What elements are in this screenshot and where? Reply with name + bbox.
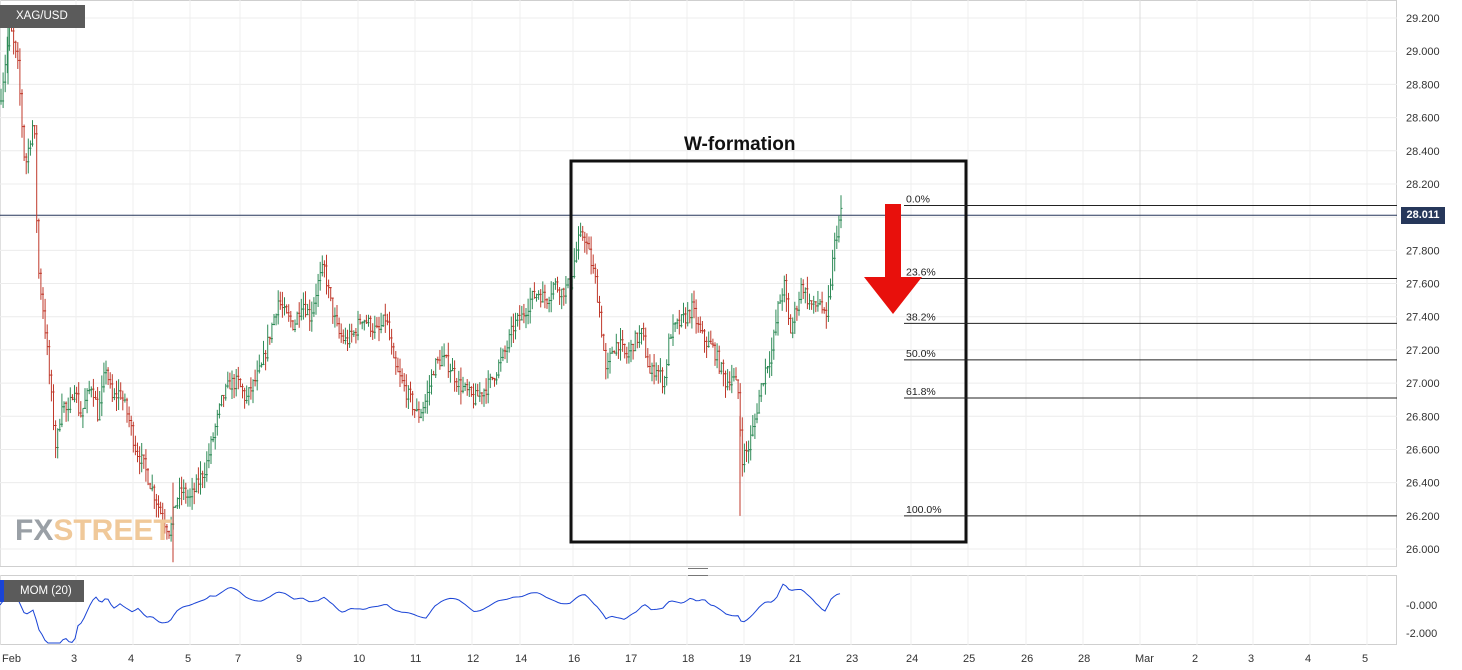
candle-series	[0, 16, 843, 542]
price-tick-label: 27.800	[1406, 245, 1440, 257]
symbol-label: XAG/USD	[0, 5, 85, 28]
price-tick-label: 28.400	[1406, 146, 1440, 158]
w-formation-title: W-formation	[684, 134, 796, 155]
price-tick-label: 27.000	[1406, 378, 1440, 390]
date-tick-label: Feb	[2, 653, 21, 665]
price-tick-label: 29.000	[1406, 46, 1440, 58]
price-tick-label: 26.600	[1406, 444, 1440, 456]
date-tick-label: 4	[1305, 653, 1311, 665]
price-tick-label: 26.400	[1406, 478, 1440, 490]
down-arrow-icon	[864, 204, 922, 314]
fib-level-label: 50.0%	[906, 348, 936, 360]
price-tick-label: 26.000	[1406, 544, 1440, 556]
price-tick-label: 27.600	[1406, 279, 1440, 291]
fib-level-label: 38.2%	[906, 311, 936, 323]
mom-tick-label: -0.000	[1406, 600, 1437, 612]
price-tick-label: 26.200	[1406, 511, 1440, 523]
date-tick-label: 10	[353, 653, 365, 665]
date-tick-label: 3	[1248, 653, 1254, 665]
date-tick-label: 4	[128, 653, 134, 665]
date-tick-label: 26	[1021, 653, 1033, 665]
date-tick-label: 5	[185, 653, 191, 665]
date-tick-label: 18	[682, 653, 694, 665]
pane-resize-handle[interactable]	[688, 568, 708, 576]
price-tick-label: 28.800	[1406, 79, 1440, 91]
fib-level-label: 0.0%	[906, 194, 930, 206]
date-tick-label: 11	[410, 653, 421, 665]
fib-level-label: 100.0%	[906, 504, 942, 516]
date-tick-label: 19	[739, 653, 751, 665]
price-tick-label: 27.200	[1406, 345, 1440, 357]
date-tick-label: 28	[1078, 653, 1090, 665]
mom-pane-frame	[0, 575, 1397, 645]
price-tick-label: 29.200	[1406, 13, 1440, 25]
logo-street: STREET	[53, 514, 172, 547]
logo-fx: FX	[15, 514, 54, 547]
date-tick-label: 17	[625, 653, 637, 665]
fib-level-label: 61.8%	[906, 386, 936, 398]
date-tick-label: 14	[515, 653, 527, 665]
price-tick-label: 27.400	[1406, 312, 1440, 324]
current-price-badge: 28.011	[1401, 207, 1445, 224]
date-tick-label: 3	[71, 653, 77, 665]
date-tick-label: 16	[568, 653, 580, 665]
price-tick-label: 28.600	[1406, 113, 1440, 125]
date-tick-label: 24	[906, 653, 918, 665]
price-tick-label: 26.800	[1406, 411, 1440, 423]
price-tick-label: 28.200	[1406, 179, 1440, 191]
date-tick-label: 9	[296, 653, 302, 665]
mom-tick-label: -2.000	[1406, 628, 1437, 640]
date-tick-label: 12	[467, 653, 479, 665]
date-tick-label: 7	[235, 653, 241, 665]
date-tick-label: 23	[846, 653, 858, 665]
momentum-indicator-label: MOM (20)	[0, 580, 84, 602]
date-tick-label: 2	[1192, 653, 1198, 665]
date-tick-label: 25	[963, 653, 975, 665]
mom-line	[0, 583, 841, 644]
date-tick-label: 21	[789, 653, 801, 665]
w-formation-box	[569, 159, 968, 544]
date-tick-label: Mar	[1135, 653, 1154, 665]
fib-level-label: 23.6%	[906, 267, 936, 279]
mom-series	[0, 583, 841, 644]
date-tick-label: 5	[1362, 653, 1368, 665]
fxstreet-logo: FXSTREET	[15, 514, 172, 548]
